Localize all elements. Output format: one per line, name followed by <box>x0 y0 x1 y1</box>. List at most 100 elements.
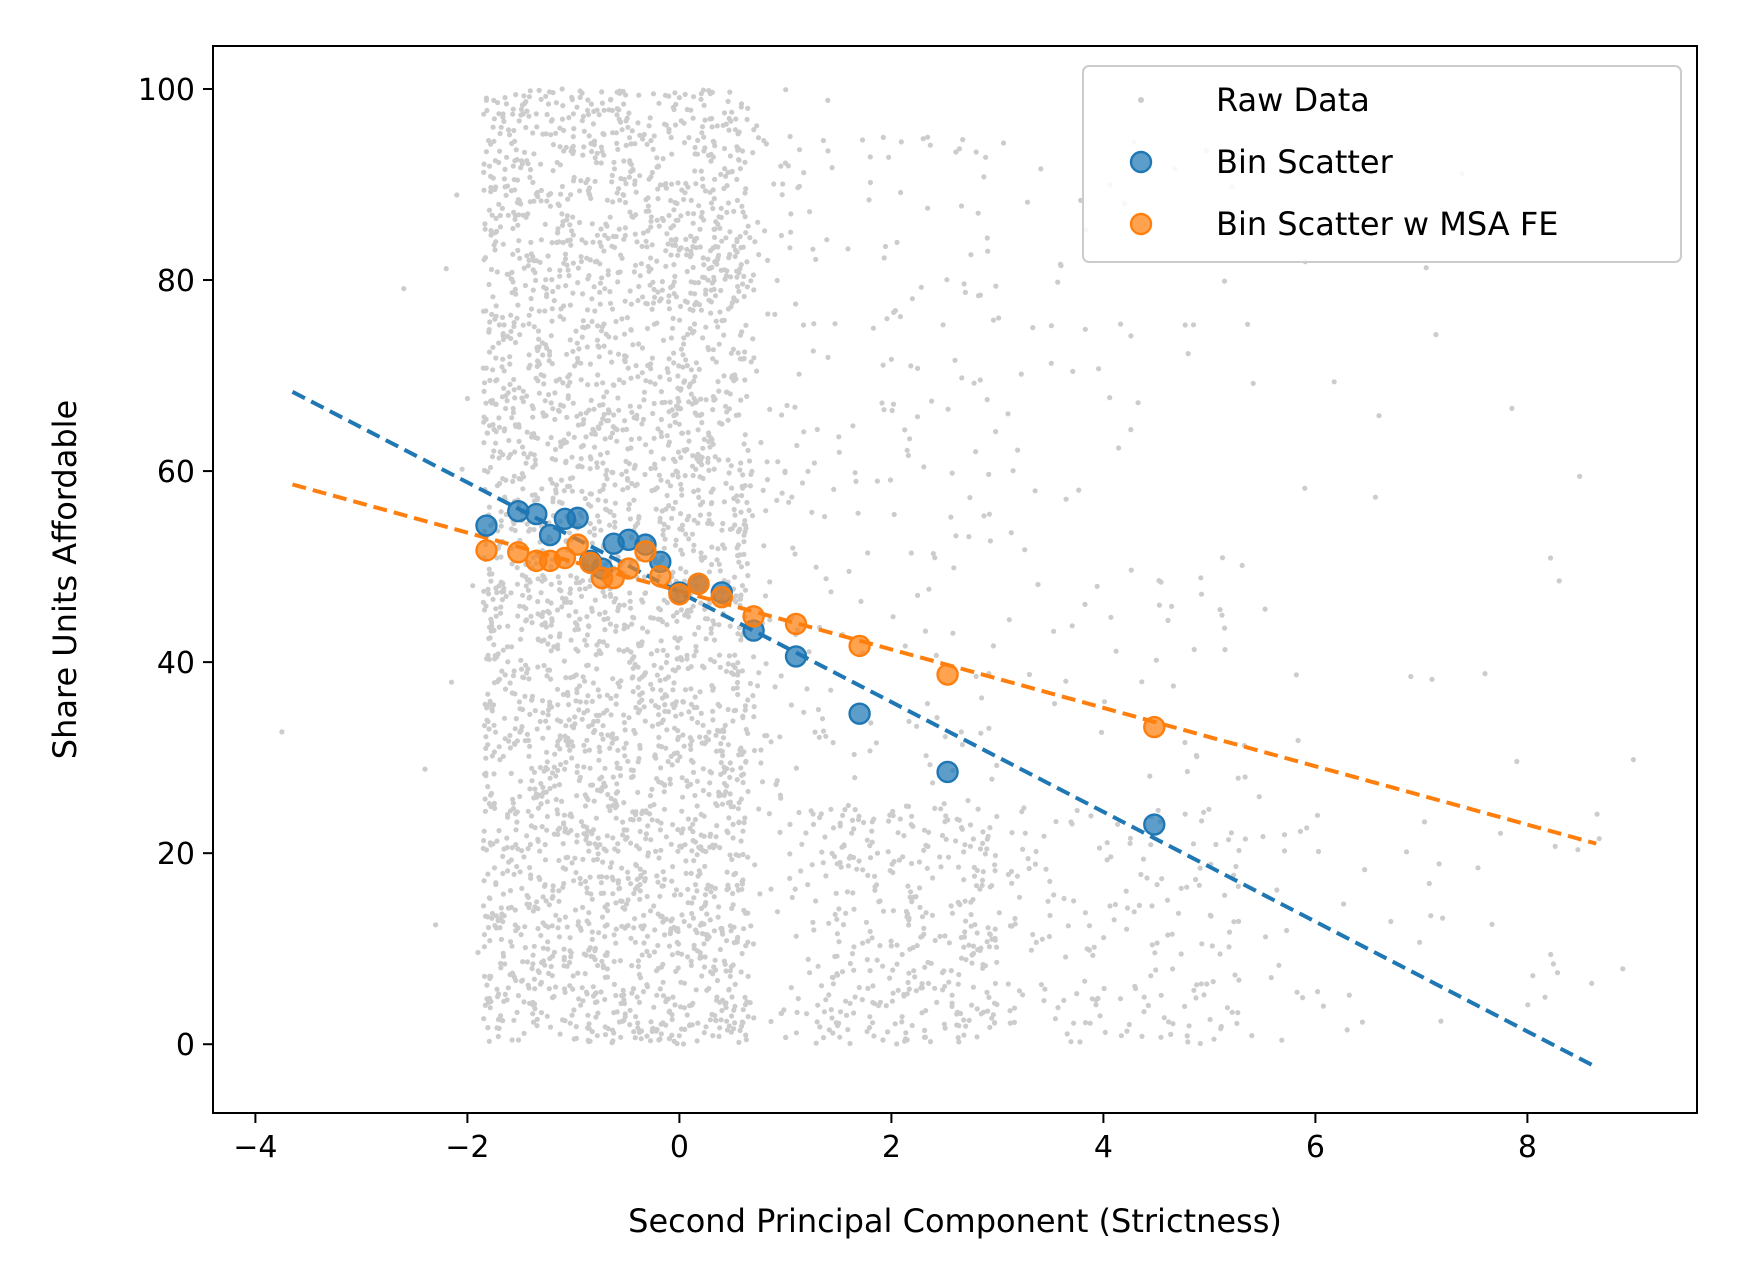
raw-data-point <box>585 1037 591 1043</box>
raw-data-point <box>589 318 595 325</box>
raw-data-point <box>721 545 728 551</box>
raw-data-point <box>894 1041 900 1047</box>
raw-data-point <box>554 686 561 692</box>
raw-data-point <box>585 828 591 834</box>
raw-data-point <box>745 223 751 229</box>
raw-data-point <box>1554 970 1561 976</box>
raw-data-point <box>959 375 965 381</box>
raw-data-point <box>685 816 692 822</box>
raw-data-point <box>946 979 952 985</box>
raw-data-point <box>1005 411 1011 417</box>
raw-data-point <box>687 326 693 332</box>
raw-data-point <box>491 138 497 144</box>
raw-data-point <box>1074 807 1080 814</box>
raw-data-point <box>956 146 963 152</box>
raw-data-point <box>1148 842 1154 848</box>
raw-data-point <box>959 826 966 832</box>
raw-data-point <box>692 882 699 888</box>
raw-data-point <box>845 1027 851 1033</box>
raw-data-point <box>681 196 687 203</box>
raw-data-point <box>709 544 715 550</box>
raw-data-point <box>596 757 602 763</box>
raw-data-point <box>890 908 897 914</box>
raw-data-point <box>973 673 979 680</box>
raw-data-point <box>1097 1013 1103 1019</box>
raw-data-point <box>717 1025 723 1031</box>
raw-data-point <box>604 833 610 839</box>
raw-data-point <box>681 743 687 749</box>
raw-data-point <box>713 732 719 738</box>
raw-data-point <box>612 500 619 506</box>
raw-data-point <box>852 775 858 781</box>
raw-data-point <box>756 252 762 258</box>
raw-data-point <box>636 816 642 822</box>
raw-data-point <box>569 488 576 494</box>
raw-data-point <box>623 836 629 842</box>
raw-data-point <box>537 876 543 883</box>
raw-data-point <box>682 298 688 304</box>
raw-data-point <box>485 924 492 931</box>
raw-data-point <box>937 933 943 940</box>
raw-data-point <box>499 668 505 674</box>
raw-data-point <box>566 702 572 708</box>
raw-data-point <box>599 874 605 880</box>
raw-data-point <box>637 745 643 751</box>
raw-data-point <box>639 421 645 427</box>
raw-data-point <box>594 150 600 156</box>
raw-data-point <box>727 229 733 235</box>
raw-data-point <box>691 94 697 100</box>
raw-data-point <box>971 873 978 879</box>
raw-data-point <box>742 214 748 220</box>
raw-data-point <box>481 380 488 386</box>
raw-data-point <box>708 969 714 975</box>
raw-data-point <box>1362 867 1368 873</box>
raw-data-point <box>595 962 601 969</box>
raw-data-point <box>586 133 592 139</box>
raw-data-point <box>528 251 535 257</box>
raw-data-point <box>1022 547 1028 553</box>
x-tick-label: −2 <box>445 1130 489 1165</box>
raw-data-point <box>607 300 614 306</box>
raw-data-point <box>493 606 499 612</box>
raw-data-point <box>569 228 575 234</box>
raw-data-point <box>675 395 681 401</box>
raw-data-point <box>692 694 698 700</box>
raw-data-point <box>732 522 738 528</box>
raw-data-point <box>510 673 516 679</box>
raw-data-point <box>602 593 608 599</box>
raw-data-point <box>702 741 708 747</box>
raw-data-point <box>768 739 774 745</box>
raw-data-point <box>885 849 891 855</box>
raw-data-point <box>500 753 506 760</box>
raw-data-point <box>1088 813 1094 819</box>
raw-data-point <box>768 886 774 892</box>
raw-data-point <box>1038 166 1044 172</box>
raw-data-point <box>525 737 532 744</box>
raw-data-point <box>678 213 684 219</box>
raw-data-point <box>660 979 666 985</box>
raw-data-point <box>649 488 655 494</box>
raw-data-point <box>709 561 715 568</box>
raw-data-point <box>712 396 718 402</box>
raw-data-point <box>640 625 646 631</box>
raw-data-point <box>613 790 620 796</box>
raw-data-point <box>531 452 537 458</box>
raw-data-point <box>588 491 595 497</box>
raw-data-point <box>572 855 578 861</box>
raw-data-point <box>672 1002 678 1008</box>
raw-data-point <box>492 186 498 193</box>
raw-data-point <box>564 238 571 244</box>
raw-data-point <box>824 237 830 243</box>
raw-data-point <box>636 92 642 98</box>
raw-data-point <box>669 1016 675 1023</box>
raw-data-point <box>861 819 867 826</box>
raw-data-point <box>672 242 679 248</box>
raw-data-point <box>640 416 647 422</box>
raw-data-point <box>580 324 586 330</box>
raw-data-point <box>535 598 541 605</box>
raw-data-point <box>660 456 667 462</box>
raw-data-point <box>877 943 883 949</box>
raw-data-point <box>490 367 496 373</box>
raw-data-point <box>516 476 522 482</box>
raw-data-point <box>540 784 546 790</box>
